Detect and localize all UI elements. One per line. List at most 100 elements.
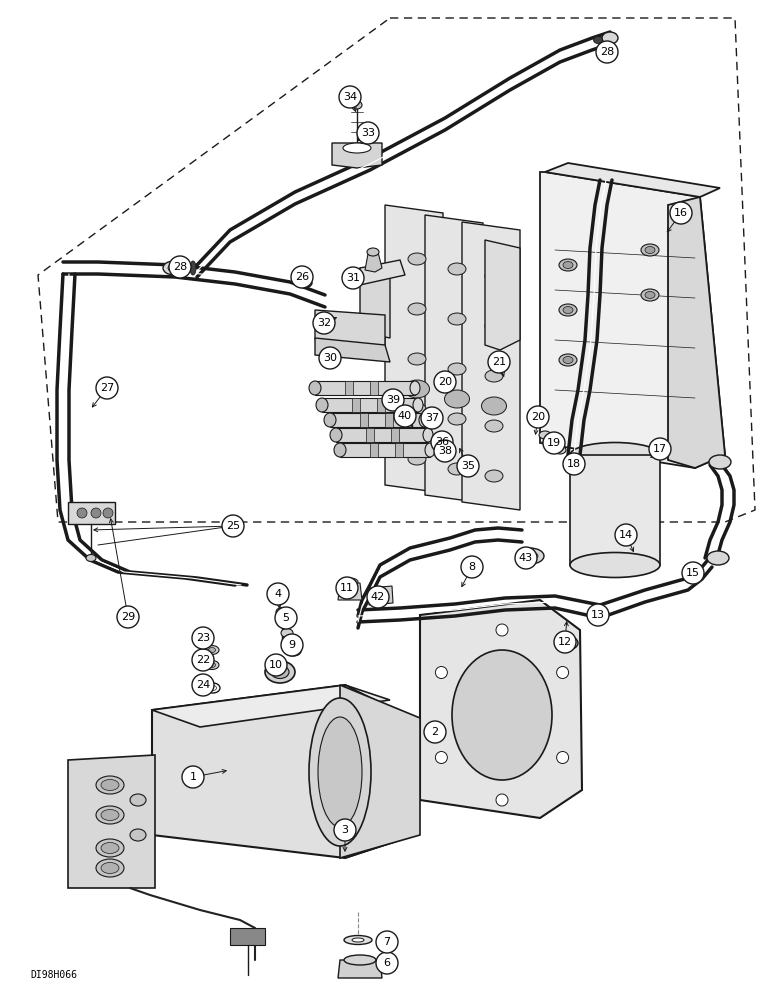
Ellipse shape [352, 101, 362, 109]
Circle shape [587, 604, 609, 626]
Ellipse shape [367, 248, 379, 256]
Text: 31: 31 [346, 273, 360, 283]
Text: 2: 2 [432, 727, 438, 737]
Ellipse shape [318, 717, 362, 827]
Ellipse shape [96, 806, 124, 824]
Ellipse shape [563, 261, 573, 268]
Ellipse shape [485, 320, 503, 332]
Ellipse shape [485, 270, 503, 282]
Ellipse shape [485, 470, 503, 482]
Text: 43: 43 [519, 553, 533, 563]
Ellipse shape [563, 357, 573, 363]
Ellipse shape [101, 842, 119, 854]
Text: 28: 28 [600, 47, 614, 57]
Text: 14: 14 [619, 530, 633, 540]
Circle shape [182, 766, 204, 788]
Polygon shape [345, 381, 353, 395]
Polygon shape [230, 928, 265, 945]
Circle shape [421, 407, 443, 429]
Circle shape [515, 547, 537, 569]
Ellipse shape [281, 629, 293, 638]
Circle shape [339, 86, 361, 108]
Text: 20: 20 [531, 412, 545, 422]
Text: 10: 10 [269, 660, 283, 670]
Ellipse shape [452, 650, 552, 780]
Ellipse shape [563, 306, 573, 314]
Ellipse shape [645, 292, 655, 298]
Ellipse shape [285, 646, 301, 656]
Circle shape [376, 931, 398, 953]
Circle shape [563, 453, 585, 475]
Text: 16: 16 [674, 208, 688, 218]
Circle shape [103, 508, 113, 518]
Ellipse shape [208, 648, 215, 652]
Circle shape [461, 556, 483, 578]
Polygon shape [68, 755, 155, 888]
Text: 19: 19 [547, 438, 561, 448]
Ellipse shape [309, 698, 371, 846]
Text: 39: 39 [386, 395, 400, 405]
Text: 33: 33 [361, 128, 375, 138]
Circle shape [682, 562, 704, 584]
Text: 32: 32 [317, 318, 331, 328]
Ellipse shape [168, 264, 180, 272]
Circle shape [434, 371, 456, 393]
Circle shape [457, 455, 479, 477]
Text: 17: 17 [653, 444, 667, 454]
Circle shape [434, 440, 456, 462]
Circle shape [291, 266, 313, 288]
Text: 4: 4 [274, 589, 282, 599]
Circle shape [496, 794, 508, 806]
Polygon shape [315, 338, 390, 362]
Polygon shape [370, 381, 378, 395]
Ellipse shape [419, 413, 429, 427]
Ellipse shape [86, 554, 96, 562]
Circle shape [424, 721, 446, 743]
Text: DI98H066: DI98H066 [30, 970, 77, 980]
Ellipse shape [594, 36, 602, 43]
Text: 23: 23 [196, 633, 210, 643]
Ellipse shape [556, 636, 578, 650]
Polygon shape [360, 268, 390, 338]
Circle shape [496, 624, 508, 636]
Ellipse shape [324, 413, 336, 427]
Ellipse shape [448, 463, 466, 475]
Circle shape [281, 634, 303, 656]
Text: 42: 42 [371, 592, 385, 602]
Ellipse shape [413, 398, 423, 412]
Polygon shape [330, 413, 424, 427]
Ellipse shape [405, 380, 429, 398]
Text: 18: 18 [567, 459, 581, 469]
Polygon shape [462, 222, 520, 510]
Circle shape [117, 606, 139, 628]
Ellipse shape [423, 428, 433, 442]
Circle shape [192, 627, 214, 649]
Circle shape [488, 351, 510, 373]
Circle shape [367, 586, 389, 608]
Text: 28: 28 [173, 262, 187, 272]
Polygon shape [152, 685, 415, 858]
Text: 34: 34 [343, 92, 357, 102]
Ellipse shape [343, 143, 371, 153]
Circle shape [596, 41, 618, 63]
Polygon shape [369, 586, 393, 605]
Ellipse shape [352, 938, 364, 942]
Ellipse shape [298, 278, 312, 288]
Text: 37: 37 [425, 413, 439, 423]
Polygon shape [365, 252, 382, 272]
Text: 24: 24 [196, 680, 210, 690]
Ellipse shape [130, 794, 146, 806]
Ellipse shape [645, 246, 655, 253]
Circle shape [557, 752, 569, 764]
Text: 12: 12 [558, 637, 572, 647]
Circle shape [670, 202, 692, 224]
Text: 20: 20 [438, 377, 452, 387]
Ellipse shape [342, 578, 358, 586]
Text: 40: 40 [398, 411, 412, 421]
Ellipse shape [276, 607, 288, 616]
Circle shape [313, 312, 335, 334]
Polygon shape [338, 960, 382, 978]
Circle shape [192, 674, 214, 696]
Polygon shape [152, 685, 390, 727]
Polygon shape [540, 172, 725, 468]
